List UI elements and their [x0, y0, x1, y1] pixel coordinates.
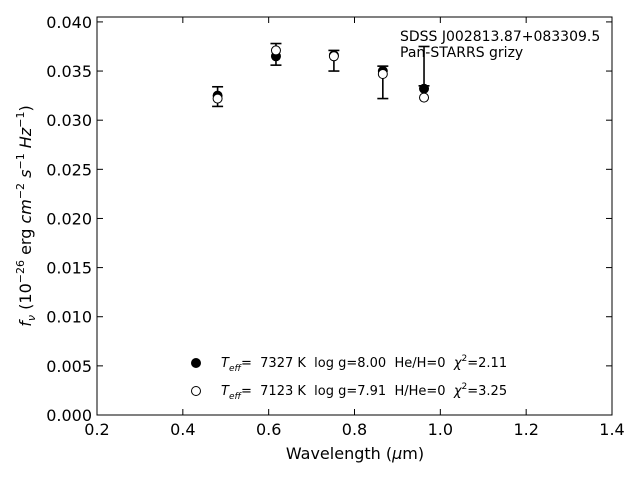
axis-ticks: 0.2 0.4 0.6 0.8 1.0 1.2 1.4 0.000 0.005 0.010 0.01…: [46, 13, 625, 439]
x-tick-label: 0.4: [170, 420, 195, 439]
x-tick-label: 1.2: [513, 420, 538, 439]
x-tick-label: 0.2: [84, 420, 109, 439]
x-tick-label: 1.4: [599, 420, 624, 439]
model-point-open: [419, 92, 430, 103]
x-axis-label: Wavelength (μm): [286, 444, 424, 463]
y-tick-label: 0.015: [46, 259, 92, 278]
annotation-object-name: SDSS J002813.87+083309.5: [400, 29, 600, 45]
y-axis-label: fν (10−26 erg cm−2 s−1 Hz−1): [14, 105, 38, 326]
legend-marker-open: [191, 386, 201, 396]
legend-entry-1: Teff= 7327 K log g=8.00 He/H=0 χ2=2.11: [221, 354, 507, 374]
model-point-open: [328, 51, 339, 62]
error-bars: [212, 42, 430, 108]
y-tick-label: 0.025: [46, 160, 92, 179]
legend-entry-2: Teff= 7123 K log g=7.91 H/He=0 χ2=3.25: [221, 382, 507, 402]
model-point-open: [212, 93, 223, 104]
y-tick-label: 0.030: [46, 111, 92, 130]
y-tick-label: 0.010: [46, 308, 92, 327]
legend: Teff= 7327 K log g=8.00 He/H=0 χ2=2.11 T…: [191, 354, 507, 402]
y-tick-label: 0.000: [46, 406, 92, 425]
y-tick-label: 0.020: [46, 209, 92, 228]
x-tick-label: 0.6: [256, 420, 281, 439]
data-markers: [212, 45, 430, 104]
model-point-filled: [419, 83, 430, 94]
model-point-open: [377, 68, 388, 79]
annotation-survey: Pan-STARRS grizy: [400, 45, 523, 61]
y-tick-label: 0.005: [46, 357, 92, 376]
x-tick-label: 1.0: [428, 420, 453, 439]
x-tick-label: 0.8: [342, 420, 367, 439]
y-tick-label: 0.040: [46, 13, 92, 32]
legend-marker-filled: [191, 358, 201, 368]
y-tick-label: 0.035: [46, 62, 92, 81]
model-point-open: [270, 45, 281, 56]
